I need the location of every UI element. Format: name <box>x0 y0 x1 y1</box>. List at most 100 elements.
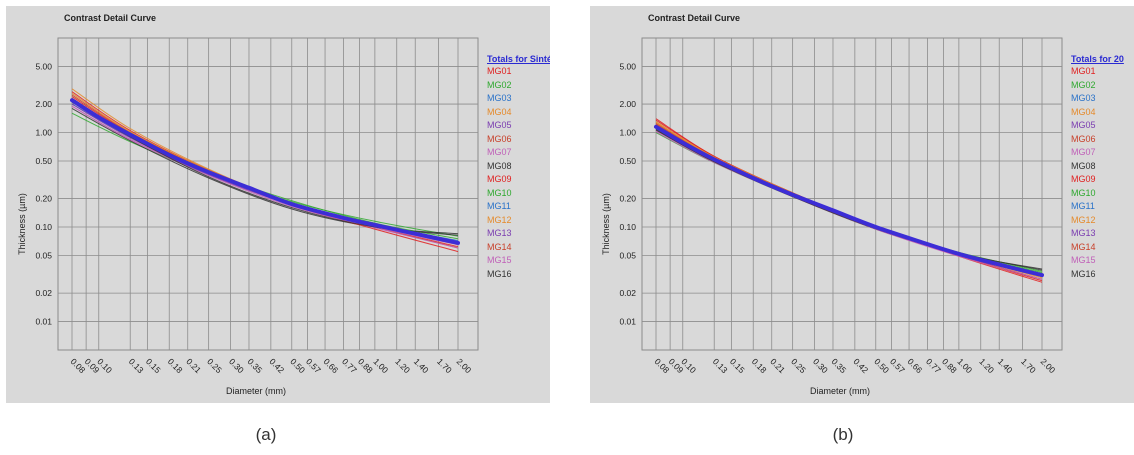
legend-item-mg08: MG08 <box>1071 160 1096 171</box>
total-curve-line <box>654 124 1044 278</box>
x-tick-label: 0.15 <box>728 356 747 375</box>
y-tick-label: 0.05 <box>619 250 636 260</box>
legend-item-mg14: MG14 <box>487 241 512 252</box>
legend-item-mg01: MG01 <box>1071 66 1096 76</box>
x-tick-label: 0.18 <box>750 356 769 375</box>
legend-item-mg09: MG09 <box>1071 174 1096 184</box>
legend-item-mg12: MG12 <box>487 214 512 225</box>
legend-item-mg03: MG03 <box>1071 93 1096 103</box>
legend-item-mg10: MG10 <box>487 187 512 198</box>
x-tick-label: 0.30 <box>811 356 830 375</box>
x-tick-label: 0.42 <box>267 356 286 375</box>
plot-frame <box>641 37 1063 351</box>
y-tick-label: 0.01 <box>619 317 636 327</box>
y-axis-label: Thickness (µm) <box>601 193 611 255</box>
x-tick-label: 2.00 <box>1039 356 1058 375</box>
y-tick-label: 2.00 <box>619 99 636 109</box>
x-tick-label: 0.50 <box>872 356 891 375</box>
legend-item-mg11: MG11 <box>1071 201 1095 211</box>
legend-item-mg12: MG12 <box>1071 214 1096 225</box>
x-tick-label: 0.88 <box>356 356 375 375</box>
legend-item-mg15: MG15 <box>487 255 512 265</box>
chart-plot-svg-b: 0.080.090.10 0.130.15 0.18 0.21 0.25 0.30 0.35… <box>619 37 1063 375</box>
legend-item-mg09: MG09 <box>487 174 512 184</box>
caption-a: (a) <box>255 425 277 444</box>
legend-item-mg04: MG04 <box>1071 106 1096 117</box>
legend: Totals for 20 MG01 MG02 MG03 MG04 MG05 MG06 MG… <box>1071 54 1134 281</box>
legend-title-link[interactable]: Totals for Sintética <box>487 54 550 64</box>
x-tick-label: 0.50 <box>288 356 307 375</box>
x-tick-label: 0.18 <box>166 356 185 375</box>
x-tick-label: 1.00 <box>955 356 974 375</box>
x-tick-label: 0.25 <box>205 356 224 375</box>
x-tick-label: 0.88 <box>940 356 959 375</box>
x-tick-label: 1.70 <box>435 356 454 375</box>
y-tick-label: 2.00 <box>35 99 52 109</box>
chart-title: Contrast Detail Curve <box>648 13 741 23</box>
x-tick-label: 0.10 <box>95 356 114 375</box>
y-tick-label: 0.20 <box>35 194 52 204</box>
legend-item-mg10: MG10 <box>1071 187 1096 198</box>
y-tick-label: 0.01 <box>35 317 52 327</box>
legend-item-mg05: MG05 <box>1071 120 1096 130</box>
legend-item-mg06: MG06 <box>487 133 512 144</box>
x-tick-label: 0.77 <box>924 356 943 375</box>
plot-frame <box>57 37 479 351</box>
y-tick-label: 0.02 <box>35 288 52 298</box>
x-axis-label: Diameter (mm) <box>810 386 870 396</box>
legend-item-mg11: MG11 <box>487 201 511 211</box>
y-tick-label: 0.05 <box>35 250 52 260</box>
legend-item-mg02: MG02 <box>1071 79 1096 90</box>
x-tick-label: 0.57 <box>304 356 323 375</box>
chart-panel-b: 0.08 0.09 0.10 0.13 0.15 0.18 0.21 0.25 0.30 0.35… <box>590 6 1134 403</box>
x-tick-label: 1.00 <box>371 356 390 375</box>
x-tick-label: 0.30 <box>227 356 246 375</box>
legend-item-mg07: MG07 <box>1071 147 1096 157</box>
legend-item-mg13: MG13 <box>487 228 512 238</box>
legend-item-mg13: MG13 <box>1071 228 1096 238</box>
x-tick-label: 1.20 <box>977 356 996 375</box>
y-tick-label: 1.00 <box>619 128 636 138</box>
x-tick-label: 0.57 <box>888 356 907 375</box>
x-tick-label: 0.25 <box>789 356 808 375</box>
y-tick-label: 5.00 <box>619 61 636 71</box>
legend-item-mg03: MG03 <box>487 93 512 103</box>
legend-items: MG01 MG02 MG03 MG04 MG05 MG06 MG07 MG08 MG09 MG10… <box>1071 65 1134 281</box>
y-tick-label: 0.20 <box>619 194 636 204</box>
x-tick-label: 0.15 <box>144 356 163 375</box>
y-tick-label: 5.00 <box>35 61 52 71</box>
x-tick-label: 2.00 <box>455 356 474 375</box>
legend-item-mg15: MG15 <box>1071 255 1096 265</box>
y-tick-label: 0.10 <box>35 222 52 232</box>
y-tick-label: 1.00 <box>35 128 52 138</box>
x-tick-label: 0.35 <box>246 356 265 375</box>
x-tick-label: 0.77 <box>340 356 359 375</box>
x-tick-label: 1.70 <box>1019 356 1038 375</box>
legend-item-mg08: MG08 <box>487 160 512 171</box>
x-tick-label: 0.66 <box>322 356 341 375</box>
legend-title-link[interactable]: Totals for 20 <box>1071 54 1124 64</box>
y-tick-label: 0.50 <box>35 156 52 166</box>
y-tick-label: 0.10 <box>619 222 636 232</box>
legend-item-mg14: MG14 <box>1071 241 1096 252</box>
x-axis-label: Diameter (mm) <box>226 386 286 396</box>
x-tick-label: 0.21 <box>768 356 787 375</box>
legend-item-mg04: MG04 <box>487 106 512 117</box>
x-tick-label: 1.40 <box>412 356 431 375</box>
chart-title: Contrast Detail Curve <box>64 13 157 23</box>
x-tick-label: 1.40 <box>996 356 1015 375</box>
y-tick-label: 0.02 <box>619 288 636 298</box>
total-curve-line <box>70 98 460 245</box>
legend-item-mg16: MG16 <box>1071 268 1096 279</box>
x-tick-label: 0.66 <box>906 356 925 375</box>
y-tick-label: 0.50 <box>619 156 636 166</box>
legend-item-mg16: MG16 <box>487 268 512 279</box>
legend-item-mg02: MG02 <box>487 79 512 90</box>
legend-item-mg07: MG07 <box>487 147 512 157</box>
x-tick-label: 0.08 <box>69 356 88 375</box>
x-tick-label: 0.13 <box>711 356 730 375</box>
legend-item-mg05: MG05 <box>487 120 512 130</box>
legend-items: MG01 MG02 MG03 MG04 MG05 MG06 MG07 MG08 MG09 MG10… <box>487 65 550 281</box>
y-axis-label-box: Thickness (µm) <box>9 156 35 296</box>
x-tick-label: 0.42 <box>851 356 870 375</box>
